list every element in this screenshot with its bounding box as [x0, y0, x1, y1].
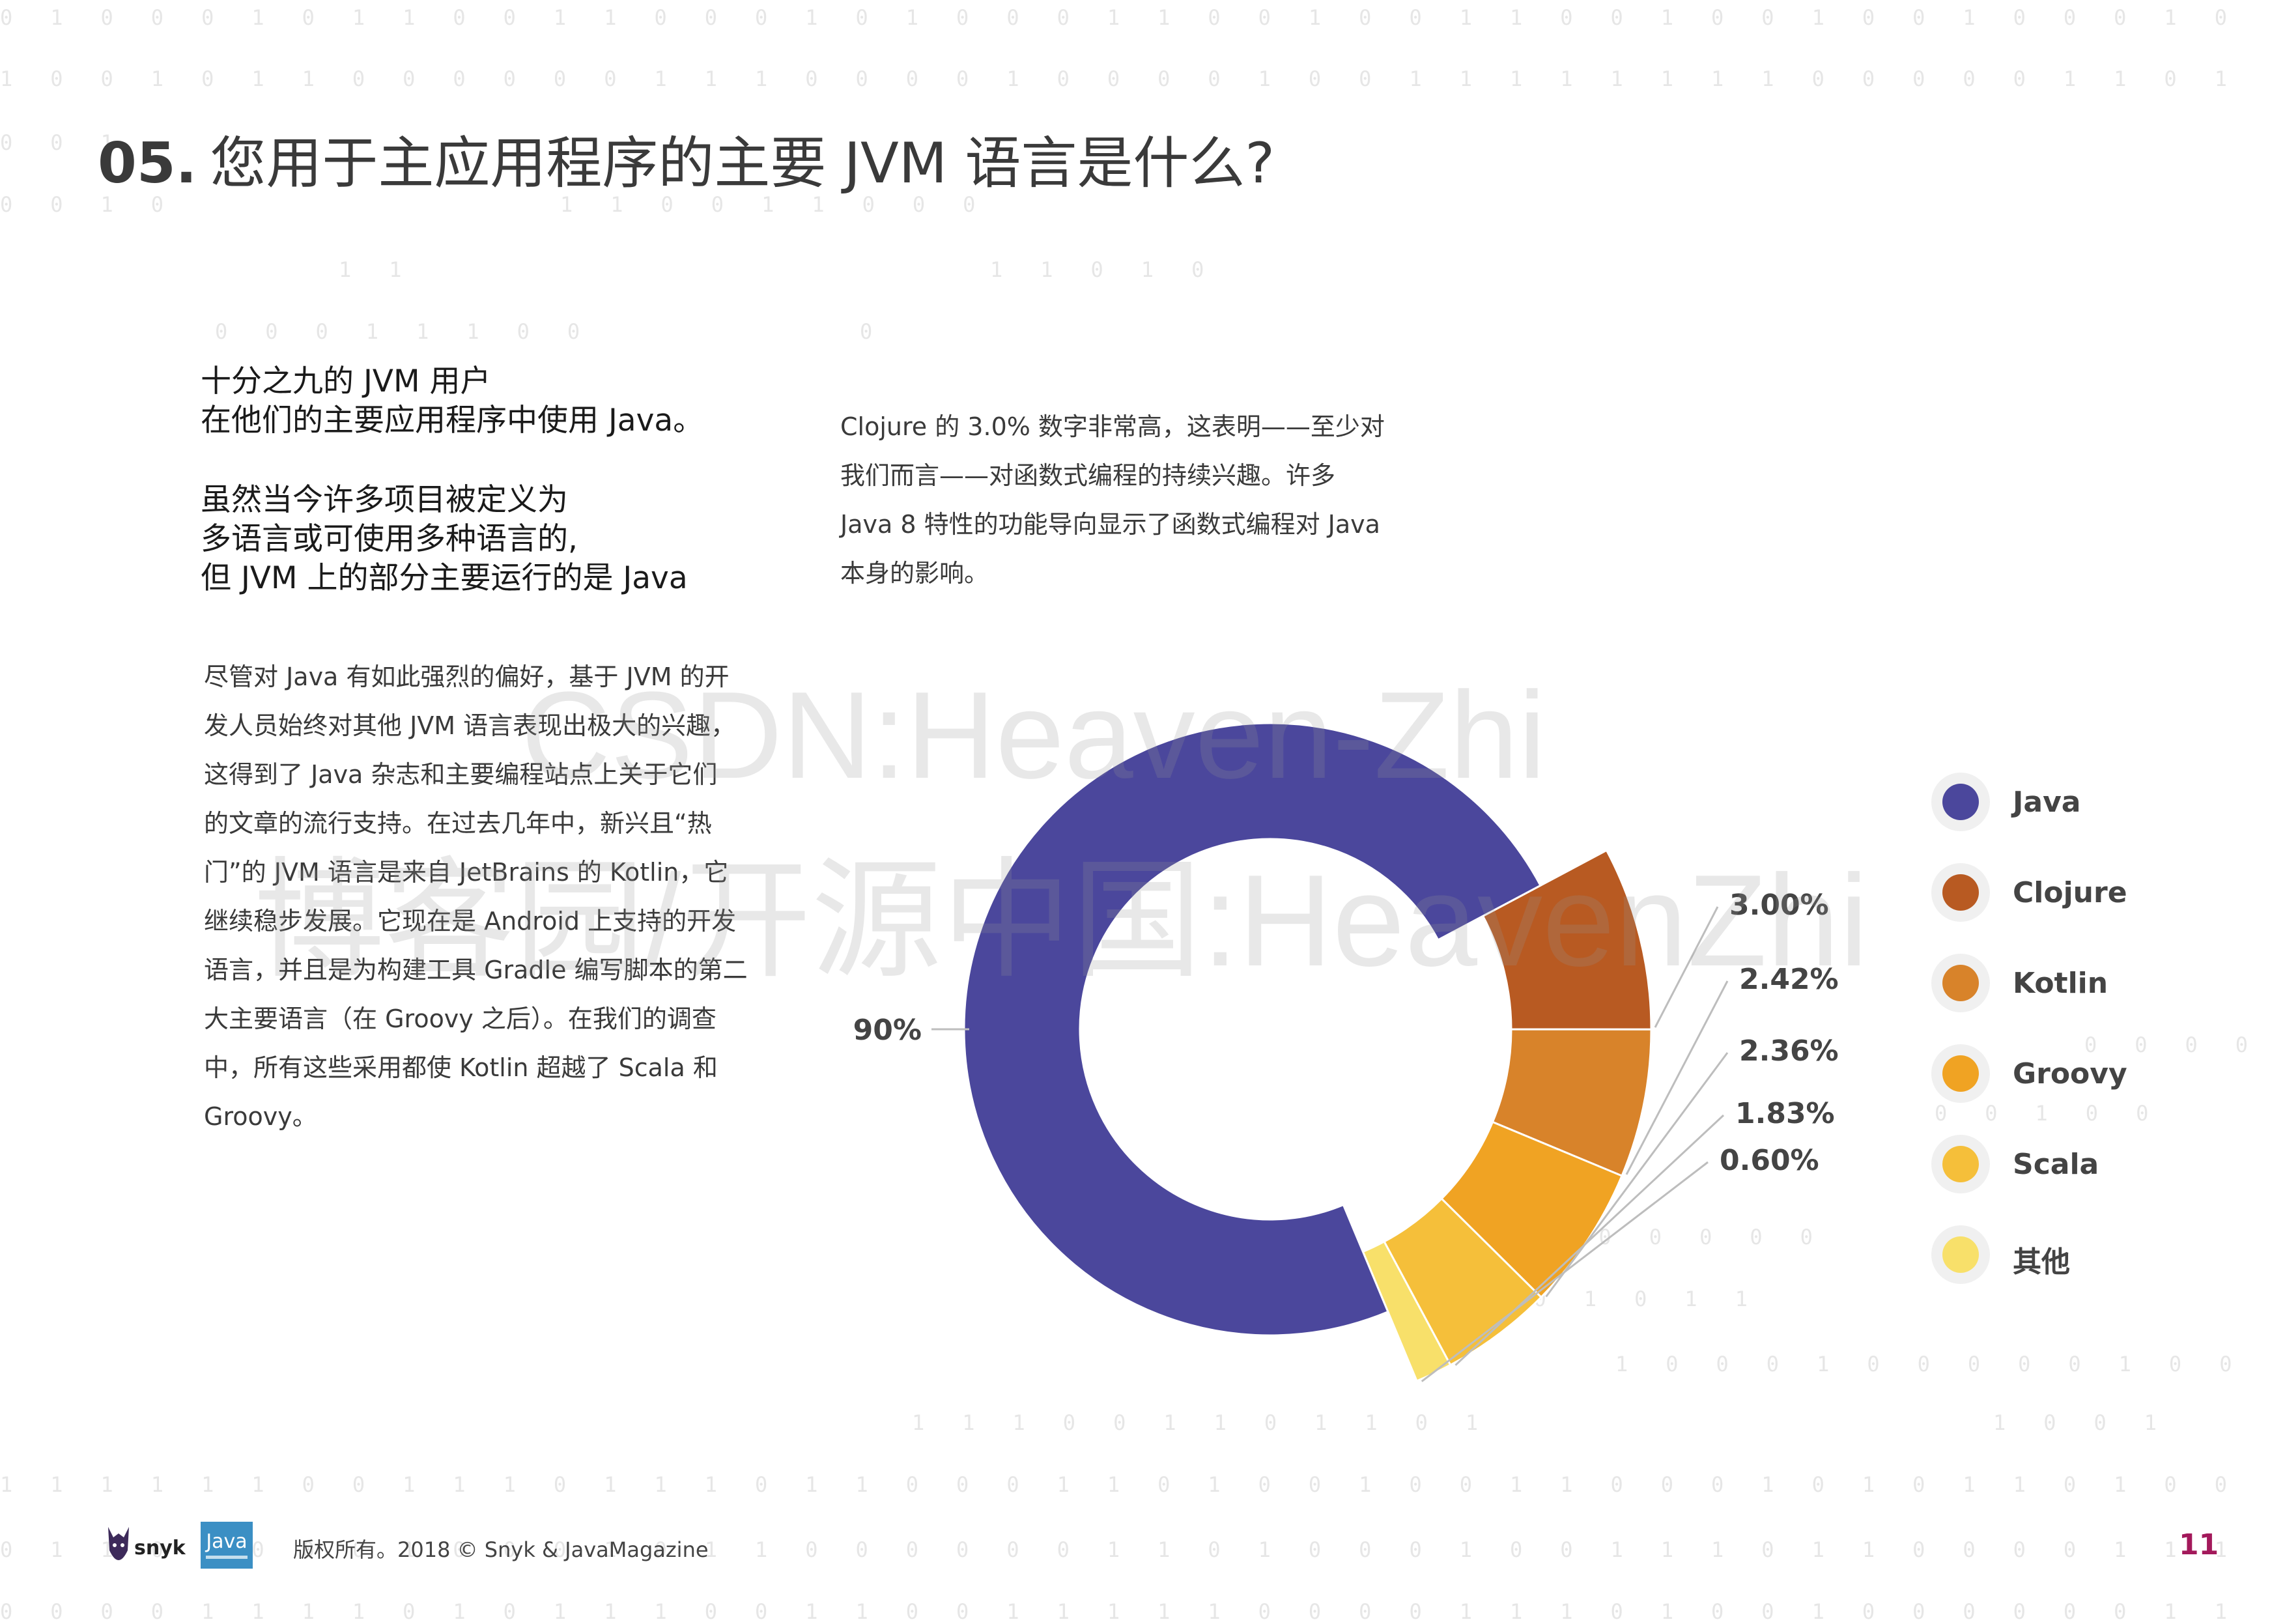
page-title: 05. 您用于主应用程序的主要 JVM 语言是什么?	[98, 117, 1275, 199]
lead-line: 但 JVM 上的部分主要运行的是 Java	[201, 560, 688, 596]
lead-block-2: 虽然当今许多项目被定义为 多语言或可使用多种语言的, 但 JVM 上的部分主要运…	[201, 481, 787, 598]
question-title: 您用于主应用程序的主要 JVM 语言是什么?	[210, 131, 1275, 196]
question-number: 05.	[98, 131, 197, 196]
body-line: 这得到了 Java 杂志和主要编程站点上关于它们	[204, 760, 718, 789]
body-line: 大主要语言（在 Groovy 之后）。在我们的调查	[204, 1004, 717, 1033]
legend-swatch-kotlin	[1942, 965, 1979, 1001]
body-line: 的文章的流行支持。在过去几年中，新兴且“热	[204, 809, 712, 838]
leader-line-other	[1421, 1161, 1709, 1382]
legend-label: Java	[2013, 786, 2081, 819]
lead-line: 在他们的主要应用程序中使用 Java。	[201, 403, 704, 438]
right-body-paragraph: Clojure 的 3.0% 数字非常高，这表明——至少对 我们而言——对函数式…	[840, 403, 1385, 598]
body-line: 中，所有这些采用都使 Kotlin 超越了 Scala 和	[204, 1053, 718, 1082]
copyright-text: 版权所有。2018 © Snyk & JavaMagazine	[293, 1537, 709, 1562]
legend-label: Scala	[2013, 1148, 2099, 1181]
lead-line: 十分之九的 JVM 用户	[201, 363, 491, 399]
legend-label: 其他	[2013, 1246, 2070, 1279]
java-magazine-badge	[201, 1522, 253, 1569]
lead-line: 虽然当今许多项目被定义为	[201, 482, 568, 518]
lead-block-1: 十分之九的 JVM 用户 在他们的主要应用程序中使用 Java。	[201, 362, 787, 440]
left-body-paragraph: 尽管对 Java 有如此强烈的偏好，基于 JVM 的开 发人员始终对其他 JVM…	[204, 653, 748, 1141]
leader-line-scala	[1455, 1114, 1725, 1366]
legend-label: Kotlin	[2013, 967, 2108, 1000]
legend-swatch-groovy	[1942, 1055, 1979, 1092]
slice-java	[963, 722, 1542, 1337]
body-line: 语言，并且是为构建工具 Gradle 编写脚本的第二	[204, 956, 748, 984]
legend-swatch-java	[1942, 784, 1979, 820]
leader-line-groovy	[1545, 1052, 1729, 1298]
data-label-clojure: 3.00%	[1729, 889, 1829, 922]
body-line: 发人员始终对其他 JVM 语言表现出极大的兴趣，	[204, 711, 736, 740]
legend-label: Groovy	[2013, 1057, 2127, 1090]
data-label-groovy: 2.36%	[1739, 1034, 1839, 1068]
data-label-kotlin: 2.42%	[1739, 963, 1839, 996]
legend-swatch-clojure	[1942, 874, 1979, 911]
leader-line-clojure	[1654, 906, 1719, 1028]
body-line: 继续稳步发展。它现在是 Android 上支持的开发	[204, 907, 737, 935]
page-number: 11	[2179, 1528, 2219, 1561]
body-line: 门”的 JVM 语言是来自 JetBrains 的 Kotlin，它	[204, 858, 729, 887]
data-label-other: 0.60%	[1720, 1144, 1819, 1177]
body-line: Java 8 特性的功能导向显示了函数式编程对 Java	[840, 510, 1380, 539]
snyk-wordmark: snyk	[134, 1537, 186, 1560]
java-badge-text: Java	[205, 1530, 247, 1553]
body-line: 本身的影响。	[840, 559, 989, 588]
body-line: 我们而言——对函数式编程的持续兴趣。许多	[840, 461, 1336, 490]
lead-line: 多语言或可使用多种语言的,	[201, 521, 578, 557]
body-line: 尽管对 Java 有如此强烈的偏好，基于 JVM 的开	[204, 662, 730, 691]
snyk-java-logo: snyk Java	[108, 1522, 253, 1569]
leader-line-kotlin	[1625, 980, 1729, 1175]
data-label-java: 90%	[853, 1014, 922, 1047]
legend-swatch-other	[1942, 1236, 1979, 1273]
body-line: Groovy。	[204, 1102, 317, 1131]
body-line: Clojure 的 3.0% 数字非常高，这表明——至少对	[840, 412, 1385, 441]
legend-label: Clojure	[2013, 876, 2127, 909]
snyk-dog-icon	[108, 1527, 129, 1560]
legend-swatch-scala	[1942, 1146, 1979, 1182]
data-label-scala: 1.83%	[1735, 1097, 1835, 1130]
